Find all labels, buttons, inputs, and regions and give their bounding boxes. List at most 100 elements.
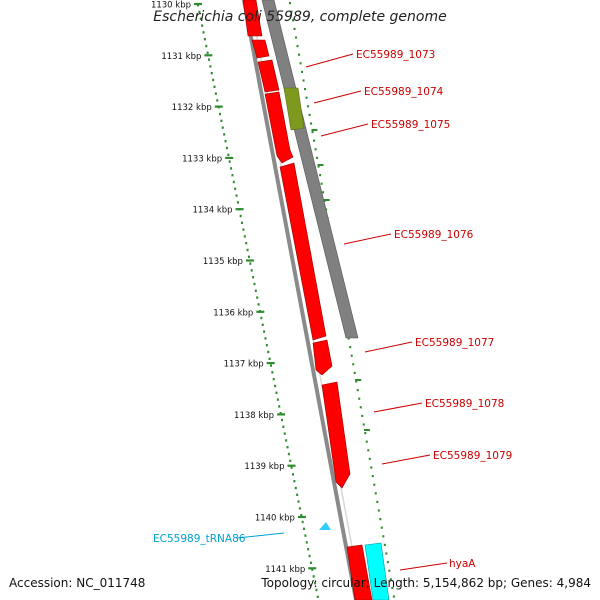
outer-ruler-dot [352, 363, 355, 366]
label-leader-line [373, 402, 423, 413]
ruler-dot [303, 527, 306, 530]
outer-ruler-dot [382, 535, 385, 538]
gene-label: EC55989_tRNA86 [153, 533, 246, 545]
ruler-dot [243, 235, 246, 238]
cyan-gene-block [364, 542, 390, 600]
ruler-tick-label: 1130 kbp [151, 1, 191, 11]
ruler-dot [293, 480, 296, 483]
outer-ruler-dot [307, 105, 310, 108]
outer-ruler-dot [305, 96, 308, 99]
ruler-tick-label: 1135 kbp [203, 257, 243, 267]
ruler-dot [228, 160, 231, 163]
ruler-dot [264, 337, 267, 340]
outer-ruler-dot [361, 414, 364, 417]
ruler-dot [206, 51, 209, 54]
outer-ruler-dot [314, 148, 317, 151]
ruler-dot [315, 588, 318, 592]
label-leader-line [343, 233, 392, 245]
outer-ruler-dot [373, 483, 376, 486]
genome-summary-text: Topology: circular; Length: 5,154,862 bp… [261, 576, 591, 590]
ruler-dot [223, 133, 226, 136]
outer-ruler-dot [368, 457, 371, 460]
outer-ruler-dot [365, 440, 368, 443]
ruler-dot [300, 514, 303, 517]
outer-ruler-dot [293, 27, 296, 30]
accession-text: Accession: NC_011748 [9, 576, 146, 590]
outer-ruler-dot [379, 518, 382, 521]
reverse-cds-block [261, 0, 359, 339]
label-leader-line [320, 123, 369, 137]
outer-ruler-dot [388, 569, 391, 572]
gene-label: EC55989_1079 [433, 450, 512, 462]
outer-ruler-dot [356, 389, 359, 392]
ruler-dot [286, 446, 289, 449]
ruler-dot [205, 44, 208, 48]
ruler-tick-label: 1139 kbp [244, 462, 284, 472]
gene-label: EC55989_1076 [394, 229, 474, 241]
ruler-tick-label: 1133 kbp [182, 154, 222, 164]
outer-ruler-dot [299, 62, 302, 65]
ruler-dot [263, 330, 266, 333]
ruler-dot [256, 296, 259, 299]
outer-ruler-dot [289, 2, 291, 5]
forward-cds-arrow [257, 59, 280, 93]
outer-ruler-dot [313, 139, 316, 142]
ruler-dot [287, 452, 290, 456]
ruler-dot [279, 412, 282, 415]
ruler-dot [312, 575, 315, 578]
outer-ruler-dot [290, 10, 293, 13]
forward-cds-arrow [312, 339, 333, 376]
outer-ruler-dot [322, 191, 325, 194]
ruler-dot [261, 323, 264, 326]
ruler-dot [257, 303, 260, 306]
ruler-tick-label: 1131 kbp [161, 52, 201, 62]
outer-ruler-dot [359, 406, 362, 409]
outer-ruler-dot [347, 337, 350, 340]
outer-ruler-dot [292, 19, 295, 22]
ruler-dot [254, 289, 257, 292]
ruler-dot [216, 99, 219, 102]
ruler-dot [235, 194, 238, 197]
forward-cds-arrow [251, 39, 270, 59]
outer-ruler-dot [376, 500, 379, 503]
gene-label: hyaA [449, 558, 476, 570]
ruler-dot [231, 174, 234, 177]
outer-ruler-dot [304, 88, 307, 91]
ruler-dot [213, 85, 216, 88]
gene-label: EC55989_1074 [364, 86, 444, 98]
ruler-dot [314, 582, 317, 585]
olive-feature-block [283, 87, 305, 131]
ruler-dot [214, 92, 217, 95]
ruler-dot [234, 187, 237, 190]
ruler-dot [230, 167, 233, 170]
ruler-dot [311, 568, 314, 571]
label-leader-line [236, 532, 285, 539]
ruler-dot [292, 473, 295, 476]
ruler-dot [203, 38, 206, 41]
ruler-dot [278, 405, 281, 408]
outer-ruler-dot [308, 113, 311, 116]
outer-ruler-dot [296, 45, 299, 48]
outer-ruler-dot [311, 131, 314, 134]
forward-cds-arrow [279, 162, 327, 341]
ruler-dot [236, 201, 239, 204]
ruler-dot [305, 541, 308, 544]
outer-ruler-dot [362, 423, 365, 426]
outer-ruler-dot [349, 346, 352, 349]
ruler-dot [316, 595, 319, 598]
ruler-dot [275, 391, 278, 394]
ruler-dot [272, 378, 275, 381]
ruler-dot [250, 269, 253, 272]
ruler-dot [304, 534, 307, 537]
label-leader-line [305, 53, 354, 68]
outer-ruler-dot [355, 380, 358, 383]
ruler-tick-label: 1137 kbp [224, 360, 264, 370]
ruler-dot [280, 418, 283, 422]
outer-ruler-dot [310, 122, 313, 125]
ruler-dot [297, 500, 300, 503]
outer-ruler-dot [370, 466, 373, 469]
gene-label: EC55989_1078 [425, 398, 504, 410]
outer-ruler-dot [389, 578, 392, 581]
ruler-dot [283, 432, 286, 435]
